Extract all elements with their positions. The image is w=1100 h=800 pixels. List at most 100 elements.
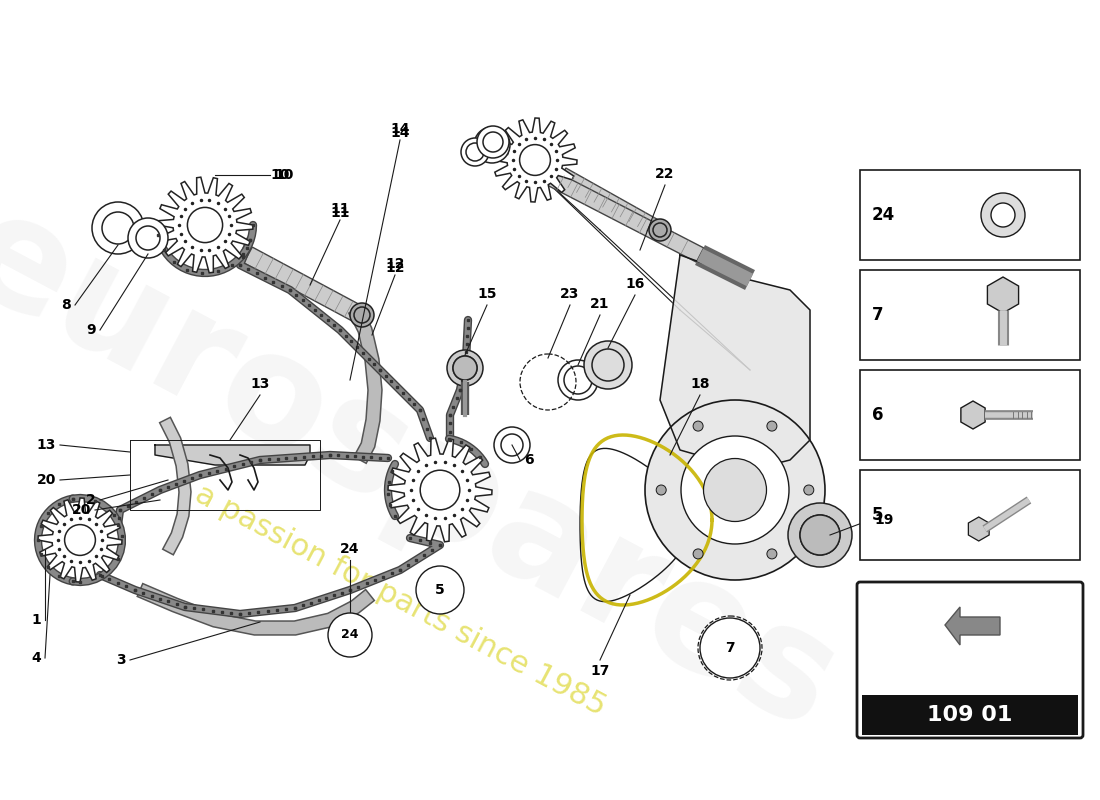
Circle shape [704, 458, 767, 522]
Text: 16: 16 [625, 277, 645, 291]
Text: 15: 15 [477, 287, 497, 301]
FancyBboxPatch shape [857, 582, 1084, 738]
Circle shape [453, 356, 477, 380]
Circle shape [991, 203, 1015, 227]
Text: 13: 13 [251, 377, 270, 391]
Circle shape [767, 549, 777, 559]
Text: 6: 6 [872, 406, 883, 424]
Text: 8: 8 [62, 298, 72, 312]
Polygon shape [558, 168, 664, 237]
Circle shape [653, 223, 667, 237]
Text: 22: 22 [656, 167, 674, 181]
Text: 13: 13 [36, 438, 56, 452]
Text: 21: 21 [591, 297, 609, 311]
Circle shape [128, 218, 168, 258]
Polygon shape [988, 277, 1019, 313]
Polygon shape [155, 445, 310, 465]
Polygon shape [968, 517, 989, 541]
Text: 4: 4 [31, 651, 41, 665]
Circle shape [461, 138, 490, 166]
Circle shape [187, 207, 222, 242]
Text: 24: 24 [341, 629, 359, 642]
Text: 7: 7 [725, 641, 735, 655]
Text: 109 01: 109 01 [927, 705, 1013, 725]
Text: 2: 2 [86, 493, 96, 507]
Circle shape [700, 618, 760, 678]
Circle shape [65, 525, 96, 555]
Circle shape [649, 219, 671, 241]
Circle shape [645, 400, 825, 580]
Polygon shape [961, 401, 986, 429]
Text: 3: 3 [117, 653, 126, 667]
Text: 24: 24 [340, 542, 360, 556]
Circle shape [804, 485, 814, 495]
Circle shape [350, 303, 374, 327]
Circle shape [981, 193, 1025, 237]
Circle shape [466, 143, 484, 161]
Text: 11: 11 [330, 202, 350, 216]
Text: 18: 18 [691, 377, 710, 391]
Polygon shape [388, 438, 492, 542]
Circle shape [657, 485, 667, 495]
Text: 14: 14 [390, 126, 409, 140]
Text: 6: 6 [524, 453, 534, 467]
Text: 5: 5 [436, 583, 444, 597]
Text: 10: 10 [270, 168, 289, 182]
Polygon shape [541, 168, 704, 262]
Circle shape [500, 434, 522, 456]
Text: eurospares: eurospares [0, 178, 861, 762]
Bar [862, 695, 1078, 735]
Circle shape [354, 307, 370, 323]
Circle shape [564, 366, 592, 394]
Circle shape [693, 421, 703, 431]
Polygon shape [244, 247, 364, 323]
Bar [860, 170, 1080, 260]
Circle shape [481, 134, 503, 156]
Circle shape [800, 515, 840, 555]
Polygon shape [493, 118, 578, 202]
Text: 5: 5 [872, 506, 883, 524]
Text: 20: 20 [72, 503, 91, 517]
Circle shape [681, 436, 789, 544]
Circle shape [328, 613, 372, 657]
Polygon shape [138, 583, 374, 635]
Circle shape [558, 360, 598, 400]
Bar [860, 270, 1080, 360]
Polygon shape [660, 255, 810, 470]
Text: 23: 23 [560, 287, 580, 301]
Circle shape [136, 226, 160, 250]
Text: 10: 10 [274, 168, 294, 182]
Circle shape [453, 356, 477, 380]
Circle shape [447, 350, 483, 386]
Polygon shape [349, 307, 382, 463]
Circle shape [494, 427, 530, 463]
Circle shape [592, 349, 624, 381]
Circle shape [519, 145, 550, 175]
Text: 7: 7 [872, 306, 883, 324]
Circle shape [92, 202, 144, 254]
Text: 20: 20 [36, 473, 56, 487]
Text: 9: 9 [87, 323, 96, 337]
Circle shape [483, 132, 503, 152]
Text: 17: 17 [591, 664, 609, 678]
Text: a passion for parts since 1985: a passion for parts since 1985 [189, 479, 610, 721]
Text: 19: 19 [874, 513, 893, 527]
Polygon shape [945, 607, 1000, 645]
Circle shape [767, 421, 777, 431]
Polygon shape [157, 177, 253, 273]
Circle shape [416, 566, 464, 614]
Text: 12: 12 [385, 261, 405, 275]
Text: 1: 1 [31, 613, 41, 627]
Circle shape [420, 470, 460, 510]
Polygon shape [160, 418, 191, 555]
Circle shape [584, 341, 632, 389]
Circle shape [477, 126, 509, 158]
Text: 24: 24 [872, 206, 895, 224]
Circle shape [474, 127, 510, 163]
Circle shape [693, 549, 703, 559]
Text: 12: 12 [385, 257, 405, 271]
Text: 11: 11 [330, 206, 350, 220]
Text: 14: 14 [390, 122, 409, 136]
Bar [860, 370, 1080, 460]
Circle shape [102, 212, 134, 244]
